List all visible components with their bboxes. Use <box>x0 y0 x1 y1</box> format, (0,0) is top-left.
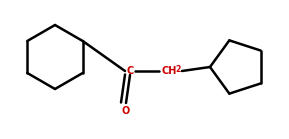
Text: C: C <box>126 66 134 76</box>
Text: CH: CH <box>161 66 176 76</box>
Text: 2: 2 <box>175 64 180 74</box>
Text: O: O <box>122 106 130 116</box>
